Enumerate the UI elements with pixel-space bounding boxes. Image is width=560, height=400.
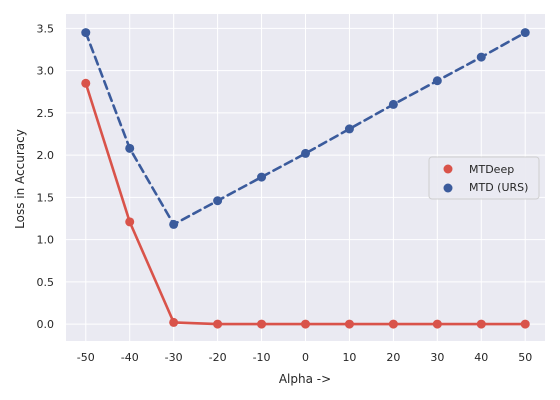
data-point-mtdeep xyxy=(213,319,223,329)
data-point-mtdeep xyxy=(81,78,91,88)
series-line-mtd-urs xyxy=(84,31,527,226)
legend: MTDeep MTD (URS) xyxy=(428,156,540,200)
data-point-mtdeep xyxy=(520,319,530,329)
y-tick-label: 1.5 xyxy=(37,191,55,204)
data-point-mtdeep xyxy=(388,319,398,329)
series-layer xyxy=(81,28,530,329)
data-point-mtd-urs xyxy=(81,28,91,38)
y-tick-label: 2.5 xyxy=(37,107,55,120)
tick-labels: -50 -40 -30 -20 -10 0 10 20 30 40 50 0.0 0.5 1.0 1.5 2.… xyxy=(37,22,533,364)
data-point-mtdeep xyxy=(432,319,442,329)
legend-frame xyxy=(428,156,540,200)
x-tick-label: 0 xyxy=(302,351,309,364)
data-point-mtd-urs xyxy=(169,219,179,229)
y-tick-label: 1.0 xyxy=(37,234,55,247)
data-point-mtdeep xyxy=(125,217,135,227)
legend-label-mtd-urs: MTD (URS) xyxy=(469,181,528,194)
y-tick-label: 0.5 xyxy=(37,276,55,289)
data-point-mtdeep xyxy=(169,317,179,327)
data-point-mtdeep xyxy=(257,319,267,329)
x-tick-label: 50 xyxy=(518,351,532,364)
data-point-mtd-urs xyxy=(388,99,398,109)
y-tick-label: 2.0 xyxy=(37,149,55,162)
x-tick-label: 20 xyxy=(386,351,400,364)
data-point-mtd-urs xyxy=(213,196,223,206)
y-tick-label: 3.0 xyxy=(37,65,55,78)
data-point-mtd-urs xyxy=(301,148,310,158)
x-tick-label: -30 xyxy=(165,351,183,364)
x-tick-label: 40 xyxy=(474,351,488,364)
data-point-mtd-urs xyxy=(344,124,354,134)
x-tick-label: 10 xyxy=(342,351,356,364)
x-tick-label: -10 xyxy=(253,351,271,364)
y-tick-label: 0.0 xyxy=(37,318,55,331)
x-tick-label: -40 xyxy=(121,351,139,364)
data-point-mtdeep xyxy=(344,319,354,329)
data-point-mtd-urs xyxy=(257,172,267,182)
legend-marker-mtdeep xyxy=(443,164,453,174)
x-axis-label: Alpha -> xyxy=(279,372,331,386)
data-point-mtd-urs xyxy=(432,76,442,86)
legend-label-mtdeep: MTDeep xyxy=(469,163,514,176)
legend-marker-mtd-urs xyxy=(443,183,453,193)
data-point-mtdeep xyxy=(301,319,310,329)
data-point-mtdeep xyxy=(476,319,486,329)
data-point-mtd-urs xyxy=(125,143,135,153)
data-point-mtd-urs xyxy=(520,28,530,38)
x-tick-label: -50 xyxy=(77,351,95,364)
x-tick-label: -20 xyxy=(209,351,227,364)
y-axis-label: Loss in Accuracy xyxy=(13,129,27,229)
data-point-mtd-urs xyxy=(476,52,486,62)
y-tick-label: 3.5 xyxy=(37,22,55,35)
x-tick-label: 30 xyxy=(430,351,444,364)
